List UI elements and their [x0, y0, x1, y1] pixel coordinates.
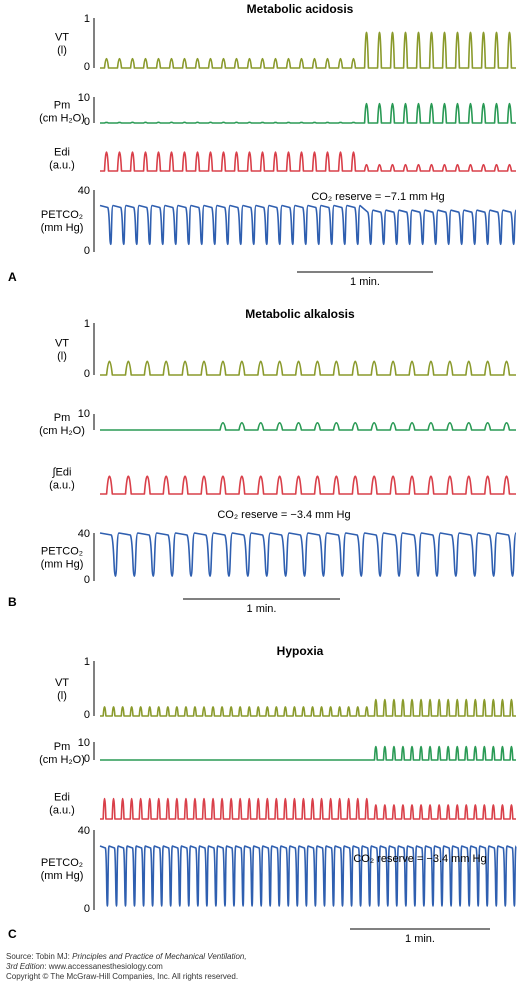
waveform-2 — [100, 151, 516, 172]
trace-name: VT — [55, 677, 69, 689]
y-tick-label: 40 — [78, 825, 90, 837]
trace-name: Edi — [54, 791, 70, 803]
y-tick-label: 1 — [84, 318, 90, 330]
y-tick-label: 0 — [84, 61, 90, 73]
trace-unit: (cm H₂O) — [39, 425, 85, 437]
trace-name: Edi — [54, 147, 70, 159]
source-url: : www.accessanesthesiology.com — [44, 962, 163, 971]
source-line: Source: Tobin MJ: Principles and Practic… — [6, 952, 516, 962]
trace-3: PETCO₂(mm Hg) 40 0 — [41, 825, 517, 915]
trace-unit: (cm H₂O) — [39, 113, 85, 125]
scale-bar-label: 1 min. — [350, 276, 380, 288]
y-tick-label: 0 — [84, 116, 90, 128]
panel-letter: A — [8, 270, 17, 284]
y-tick-label: 0 — [84, 753, 90, 765]
panel-title: Metabolic acidosis — [247, 2, 354, 16]
trace-1: Pm(cm H₂O) 10 0 — [39, 92, 516, 128]
trace-unit: (a.u.) — [49, 804, 75, 816]
scale-bar-label: 1 min. — [405, 933, 435, 945]
trace-2: Edi(a.u.) — [49, 147, 516, 172]
y-tick-label: 0 — [84, 245, 90, 257]
scale-bar-label: 1 min. — [247, 603, 277, 615]
y-tick-label: 40 — [78, 528, 90, 540]
trace-1: Pm(cm H₂O) 10 — [39, 408, 516, 437]
trace-unit: (mm Hg) — [41, 222, 84, 234]
y-tick-label: 40 — [78, 185, 90, 197]
trace-name: Pm — [54, 412, 71, 424]
trace-1: Pm(cm H₂O) 10 0 — [39, 737, 516, 766]
waveform-1 — [100, 102, 516, 124]
y-tick-label: 0 — [84, 368, 90, 380]
trace-name: ∫Edi — [52, 466, 72, 478]
trace-3: PETCO₂(mm Hg) 40 0 — [41, 528, 517, 586]
waveform-3 — [99, 204, 517, 246]
waveform-1 — [100, 421, 516, 431]
co2-reserve-annotation: CO₂ reserve = −3.4 mm Hg — [217, 509, 350, 521]
trace-name: Pm — [54, 100, 71, 112]
waveform-0 — [100, 698, 516, 717]
source-footer: Source: Tobin MJ: Principles and Practic… — [6, 952, 516, 982]
trace-3: PETCO₂(mm Hg) 40 0 — [41, 185, 517, 257]
y-tick-label: 0 — [84, 574, 90, 586]
copyright: Copyright © The McGraw-Hill Companies, I… — [6, 972, 239, 981]
edition-line: 3rd Edition: www.accessanesthesiology.co… — [6, 962, 516, 972]
panel-title: Metabolic alkalosis — [245, 307, 355, 321]
y-tick-label: 10 — [78, 408, 90, 420]
panel-letter: B — [8, 595, 17, 609]
trace-0: VT(l) 1 0 — [55, 656, 516, 721]
y-tick-label: 10 — [78, 92, 90, 104]
y-tick-label: 1 — [84, 656, 90, 668]
y-tick-label: 0 — [84, 903, 90, 915]
source-title: Principles and Practice of Mechanical Ve… — [72, 952, 247, 961]
waveform-0 — [100, 360, 516, 376]
trace-unit: (l) — [57, 350, 67, 362]
trace-name: VT — [55, 32, 69, 44]
waveform-0 — [100, 31, 516, 69]
trace-2: ∫Edi(a.u.) — [49, 466, 516, 495]
trace-name: PETCO₂ — [41, 546, 83, 558]
trace-unit: (a.u.) — [49, 160, 75, 172]
trace-2: Edi(a.u.) — [49, 791, 516, 820]
trace-unit: (a.u.) — [49, 479, 75, 491]
waveform-3 — [99, 532, 517, 577]
edition: 3rd Edition — [6, 962, 45, 971]
trace-unit: (mm Hg) — [41, 559, 84, 571]
trace-unit: (mm Hg) — [41, 870, 84, 882]
waveform-2 — [100, 797, 516, 820]
trace-name: PETCO₂ — [41, 857, 83, 869]
waveform-3 — [99, 845, 517, 907]
y-tick-label: 1 — [84, 13, 90, 25]
co2-reserve-annotation: CO₂ reserve = −3.4 mm Hg — [353, 853, 486, 865]
panel-title: Hypoxia — [277, 644, 324, 658]
trace-unit: (cm H₂O) — [39, 754, 85, 766]
waveform-1 — [100, 745, 516, 761]
source-prefix: Source: Tobin MJ: — [6, 952, 73, 961]
y-tick-label: 0 — [84, 709, 90, 721]
trace-name: Pm — [54, 741, 71, 753]
trace-unit: (l) — [57, 45, 67, 57]
panel-letter: C — [8, 927, 17, 941]
co2-reserve-annotation: CO₂ reserve = −7.1 mm Hg — [311, 191, 444, 203]
waveform-2 — [100, 475, 516, 495]
trace-0: VT(l) 1 0 — [55, 318, 516, 380]
trace-0: VT(l) 1 0 — [55, 13, 516, 73]
trace-name: PETCO₂ — [41, 209, 83, 221]
trace-name: VT — [55, 337, 69, 349]
y-tick-label: 10 — [78, 737, 90, 749]
trace-unit: (l) — [57, 690, 67, 702]
